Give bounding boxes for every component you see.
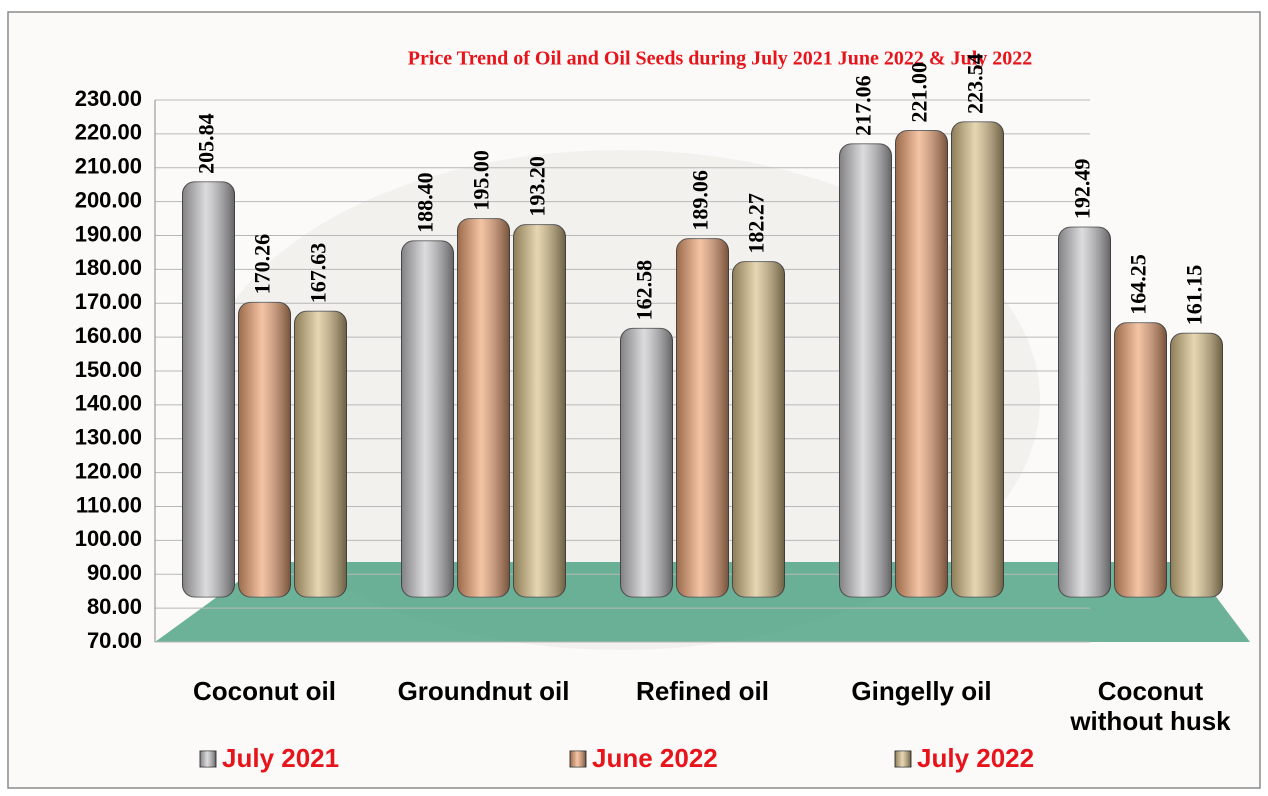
- bar-shade: [238, 302, 291, 597]
- bar-shade: [676, 238, 729, 597]
- y-tick-label: 220.00: [75, 120, 142, 145]
- y-tick-label: 190.00: [75, 221, 142, 246]
- x-tick-label: Coconut oil: [193, 676, 336, 706]
- legend-label: July 2021: [222, 743, 339, 773]
- legend-swatch-shade: [895, 751, 911, 767]
- bar-shade: [732, 261, 785, 597]
- y-tick-label: 150.00: [75, 357, 142, 382]
- value-label: 217.06: [851, 75, 876, 136]
- y-tick-label: 90.00: [87, 560, 142, 585]
- bar-shade: [839, 143, 892, 598]
- y-tick-label: 100.00: [75, 526, 142, 551]
- bar-shade: [1058, 227, 1111, 597]
- y-tick-label: 110.00: [76, 492, 142, 517]
- value-label: 195.00: [469, 150, 494, 211]
- bar-shade: [895, 130, 948, 598]
- y-tick-label: 230.00: [75, 86, 142, 111]
- bar-shade: [401, 240, 454, 598]
- value-label: 170.26: [250, 234, 275, 295]
- x-tick-label: Gingelly oil: [851, 676, 992, 706]
- bar-shade: [457, 218, 510, 597]
- x-tick-label: Coconut without husk: [1070, 676, 1231, 736]
- y-tick-label: 160.00: [75, 323, 142, 348]
- bar-shade: [951, 121, 1004, 598]
- y-tick-label: 130.00: [75, 425, 142, 450]
- legend-label: June 2022: [592, 743, 718, 773]
- value-label: 192.49: [1070, 159, 1095, 220]
- value-label: 205.84: [194, 113, 219, 174]
- value-label: 189.06: [688, 170, 713, 231]
- value-label: 161.15: [1182, 265, 1207, 326]
- value-label: 193.20: [525, 156, 550, 217]
- value-label: 182.27: [744, 193, 769, 254]
- y-tick-label: 120.00: [75, 458, 142, 483]
- y-tick-label: 180.00: [75, 255, 142, 280]
- value-label: 221.00: [907, 62, 932, 123]
- x-tick-label: Refined oil: [636, 676, 769, 706]
- legend-swatch-shade: [200, 751, 216, 767]
- value-label: 167.63: [306, 243, 331, 304]
- x-tick-label: Groundnut oil: [397, 676, 570, 706]
- value-label: 164.25: [1126, 254, 1151, 315]
- y-tick-label: 70.00: [87, 628, 142, 653]
- bar-shade: [620, 328, 673, 597]
- value-label: 162.58: [632, 260, 657, 321]
- y-tick-label: 140.00: [75, 391, 142, 416]
- y-tick-label: 210.00: [75, 154, 142, 179]
- bar-shade: [294, 311, 347, 597]
- legend-swatch-shade: [570, 751, 586, 767]
- bar-shade: [1114, 322, 1167, 597]
- chart-title: Price Trend of Oil and Oil Seeds during …: [408, 48, 1033, 70]
- bar-shade: [1170, 333, 1223, 597]
- y-tick-label: 80.00: [87, 594, 142, 619]
- legend-label: July 2022: [917, 743, 1034, 773]
- value-label: 188.40: [413, 172, 438, 233]
- bar-shade: [513, 224, 566, 597]
- y-tick-label: 170.00: [75, 289, 142, 314]
- value-label: 223.54: [963, 53, 988, 114]
- y-tick-label: 200.00: [75, 187, 142, 212]
- bar-shade: [182, 181, 235, 598]
